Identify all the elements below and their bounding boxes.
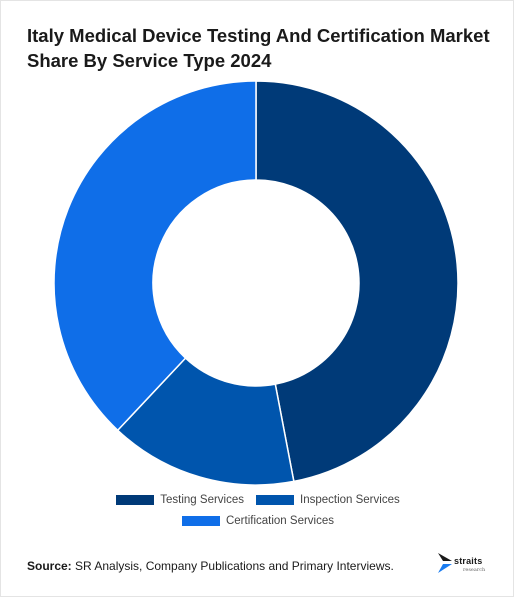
legend-item-inspection[interactable]: Inspection Services xyxy=(256,494,400,506)
logo-name: straits xyxy=(454,556,483,566)
legend-swatch-certification xyxy=(181,516,220,526)
straits-logo-icon xyxy=(438,553,452,573)
legend-swatch-inspection xyxy=(256,495,294,505)
legend-label-testing: Testing Services xyxy=(160,494,244,506)
legend: Testing Services Inspection Services Cer… xyxy=(1,494,514,536)
legend-row-1: Testing Services Inspection Services xyxy=(1,494,514,506)
legend-swatch-testing xyxy=(116,495,155,505)
source-label: Source: xyxy=(27,559,72,573)
source-note: Source: SR Analysis, Company Publication… xyxy=(27,559,394,573)
legend-label-certification: Certification Services xyxy=(225,515,334,527)
chart-title: Italy Medical Device Testing And Certifi… xyxy=(27,25,490,71)
source-text: SR Analysis, Company Publications and Pr… xyxy=(71,559,394,573)
legend-row-2: Certification Services xyxy=(1,515,514,527)
slice-certification-services[interactable] xyxy=(53,80,257,432)
legend-item-certification[interactable]: Certification Services xyxy=(181,515,334,527)
slice-inspection-services[interactable] xyxy=(116,357,295,486)
logo-sub: research xyxy=(463,567,486,573)
legend-item-testing[interactable]: Testing Services xyxy=(116,494,244,506)
straits-logo: straits research xyxy=(437,551,497,579)
slice-testing-services[interactable] xyxy=(255,80,459,483)
legend-label-inspection: Inspection Services xyxy=(300,494,400,506)
